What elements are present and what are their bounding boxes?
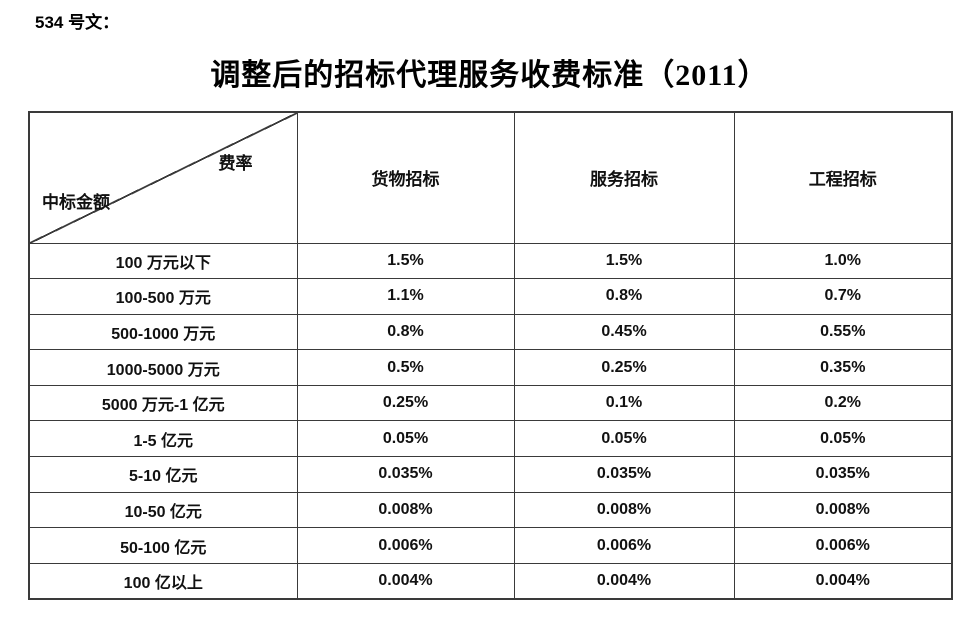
rate-cell: 0.7% bbox=[733, 278, 953, 315]
rate-cell: 0.004% bbox=[296, 562, 515, 600]
table-row: 100-500 万元 1.1% 0.8% 0.7% bbox=[28, 278, 953, 315]
table-row: 10-50 亿元 0.008% 0.008% 0.008% bbox=[28, 491, 953, 529]
row-label: 1000-5000 万元 bbox=[28, 349, 298, 386]
table-row: 1000-5000 万元 0.5% 0.25% 0.35% bbox=[28, 349, 953, 386]
rate-cell: 0.35% bbox=[733, 349, 953, 386]
table-row: 1-5 亿元 0.05% 0.05% 0.05% bbox=[28, 420, 953, 458]
corner-label-rate: 费率 bbox=[218, 154, 253, 173]
table-row: 5-10 亿元 0.035% 0.035% 0.035% bbox=[28, 456, 953, 493]
table-header: 费率 中标金额 货物招标 服务招标 工程招标 bbox=[28, 111, 953, 244]
row-label: 5-10 亿元 bbox=[28, 456, 298, 493]
row-label: 50-100 亿元 bbox=[28, 527, 298, 564]
rate-cell: 0.008% bbox=[296, 491, 515, 529]
row-label: 100-500 万元 bbox=[28, 278, 298, 315]
page-title: 调整后的招标代理服务收费标准（2011） bbox=[210, 59, 769, 92]
column-header-works: 工程招标 bbox=[733, 111, 953, 244]
table-row: 50-100 亿元 0.006% 0.006% 0.006% bbox=[28, 527, 953, 564]
row-label: 500-1000 万元 bbox=[28, 313, 298, 351]
rate-cell: 0.8% bbox=[296, 313, 515, 351]
rate-cell: 0.004% bbox=[733, 562, 953, 600]
corner-header-cell: 费率 中标金额 bbox=[28, 111, 298, 244]
rate-cell: 0.05% bbox=[513, 420, 735, 458]
rate-cell: 0.008% bbox=[733, 491, 953, 529]
table-body: 100 万元以下 1.5% 1.5% 1.0% 100-500 万元 1.1% … bbox=[28, 242, 953, 600]
row-label: 1-5 亿元 bbox=[28, 420, 298, 458]
rate-cell: 0.25% bbox=[296, 384, 515, 422]
rate-cell: 0.1% bbox=[513, 384, 735, 422]
rate-cell: 0.25% bbox=[513, 349, 735, 386]
rate-cell: 0.006% bbox=[296, 527, 515, 564]
rate-cell: 0.004% bbox=[513, 562, 735, 600]
doc-number-label: 534 号文： bbox=[35, 13, 120, 32]
rate-cell: 0.55% bbox=[733, 313, 953, 351]
rate-cell: 1.5% bbox=[296, 242, 515, 280]
rate-cell: 0.8% bbox=[513, 278, 735, 315]
rate-cell: 0.5% bbox=[296, 349, 515, 386]
rate-cell: 1.5% bbox=[513, 242, 735, 280]
fee-rate-table: 费率 中标金额 货物招标 服务招标 工程招标 100 万元以下 1.5% 1.5… bbox=[28, 111, 953, 600]
rate-cell: 0.006% bbox=[733, 527, 953, 564]
rate-cell: 1.0% bbox=[733, 242, 953, 280]
rate-cell: 0.05% bbox=[296, 420, 515, 458]
table-row: 100 万元以下 1.5% 1.5% 1.0% bbox=[28, 242, 953, 280]
column-header-service: 服务招标 bbox=[513, 111, 735, 244]
rate-cell: 0.035% bbox=[513, 456, 735, 493]
corner-label-amount: 中标金额 bbox=[42, 192, 110, 212]
rate-cell: 0.006% bbox=[513, 527, 735, 564]
row-label: 10-50 亿元 bbox=[28, 491, 298, 529]
row-label: 100 亿以上 bbox=[28, 562, 298, 600]
table-row: 500-1000 万元 0.8% 0.45% 0.55% bbox=[28, 313, 953, 351]
rate-cell: 0.008% bbox=[513, 491, 735, 529]
rate-cell: 0.035% bbox=[733, 456, 953, 493]
row-label: 5000 万元-1 亿元 bbox=[28, 384, 298, 422]
rate-cell: 1.1% bbox=[296, 278, 515, 315]
rate-cell: 0.05% bbox=[733, 420, 953, 458]
column-header-goods: 货物招标 bbox=[296, 111, 515, 244]
table-row: 5000 万元-1 亿元 0.25% 0.1% 0.2% bbox=[28, 384, 953, 422]
rate-cell: 0.035% bbox=[296, 456, 515, 493]
row-label: 100 万元以下 bbox=[28, 242, 298, 280]
rate-cell: 0.2% bbox=[733, 384, 953, 422]
header-row: 费率 中标金额 货物招标 服务招标 工程招标 bbox=[28, 111, 953, 244]
table-row: 100 亿以上 0.004% 0.004% 0.004% bbox=[28, 562, 953, 600]
rate-cell: 0.45% bbox=[513, 313, 735, 351]
